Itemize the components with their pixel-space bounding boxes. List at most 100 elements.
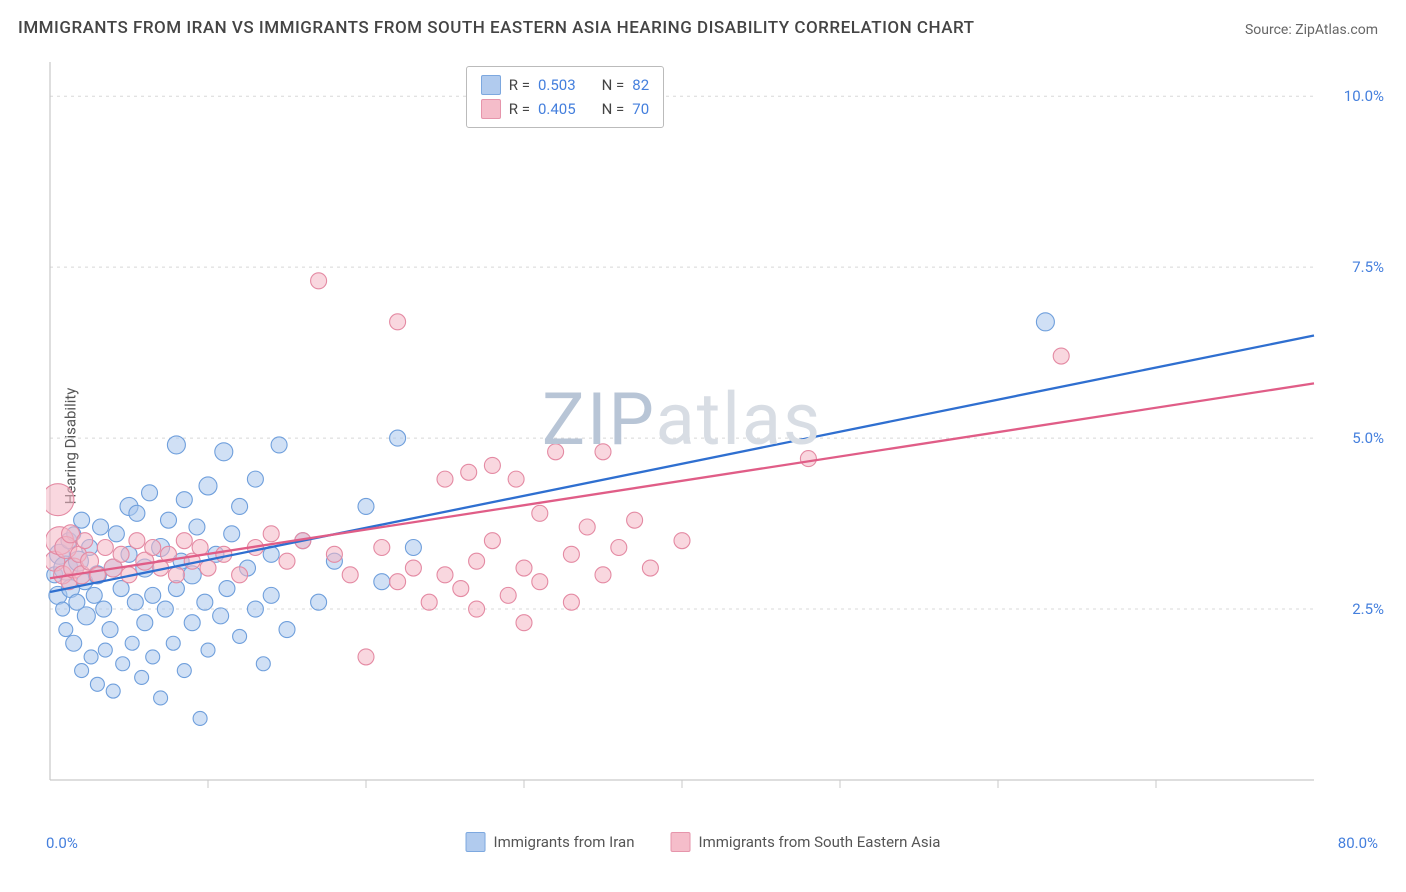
data-point <box>216 546 232 562</box>
data-point <box>168 567 184 583</box>
data-point <box>157 601 173 617</box>
data-point <box>96 601 112 617</box>
data-point <box>311 594 327 610</box>
data-point <box>437 471 453 487</box>
data-point <box>516 615 532 631</box>
stat-R-label: R = <box>509 97 530 121</box>
y-tick-label: 10.0% <box>1344 87 1384 105</box>
data-point <box>75 664 89 678</box>
stat-R-value: 0.405 <box>538 97 576 121</box>
data-point <box>469 553 485 569</box>
data-point <box>46 484 74 516</box>
data-point <box>176 533 192 549</box>
data-point <box>192 540 208 556</box>
data-point <box>102 622 118 638</box>
data-point <box>233 629 247 643</box>
data-point <box>642 560 658 576</box>
data-point <box>193 711 207 725</box>
y-tick-label: 2.5% <box>1352 600 1384 618</box>
data-point <box>516 560 532 576</box>
data-point <box>390 574 406 590</box>
data-point <box>500 587 516 603</box>
data-point <box>484 533 500 549</box>
data-point <box>215 443 233 461</box>
data-point <box>90 677 104 691</box>
data-point <box>77 607 95 625</box>
data-point <box>405 540 421 556</box>
data-point <box>177 664 191 678</box>
data-point <box>232 567 248 583</box>
data-point <box>1036 313 1054 331</box>
data-point <box>197 594 213 610</box>
data-point <box>166 636 180 650</box>
legend-swatch <box>466 832 486 852</box>
data-point <box>311 273 327 289</box>
data-point <box>176 492 192 508</box>
data-point <box>579 519 595 535</box>
data-point <box>199 477 217 495</box>
stat-N-label: N = <box>602 73 625 97</box>
data-point <box>390 430 406 446</box>
data-point <box>129 505 145 521</box>
data-point <box>263 526 279 542</box>
chart-title: IMMIGRANTS FROM IRAN VS IMMIGRANTS FROM … <box>18 18 975 38</box>
data-point <box>213 608 229 624</box>
data-point <box>59 623 73 637</box>
legend-swatch <box>481 75 501 95</box>
data-point <box>279 622 295 638</box>
stats-legend-box: R =0.503N =82R =0.405N =70 <box>466 66 664 128</box>
legend-item: Immigrants from South Eastern Asia <box>670 832 940 852</box>
data-point <box>137 615 153 631</box>
stat-row: R =0.503N =82 <box>481 73 649 97</box>
data-point <box>116 657 130 671</box>
data-point <box>390 314 406 330</box>
data-point <box>127 594 143 610</box>
data-point <box>611 540 627 556</box>
data-point <box>532 574 548 590</box>
source-site: ZipAtlas.com <box>1295 22 1378 38</box>
data-point <box>800 451 816 467</box>
legend-item: Immigrants from Iran <box>466 832 635 852</box>
data-point <box>358 498 374 514</box>
data-point <box>97 540 113 556</box>
source-attribution: Source: ZipAtlas.com <box>1245 22 1378 38</box>
data-point <box>247 601 263 617</box>
data-point <box>108 526 124 542</box>
data-point <box>74 512 90 528</box>
stat-R-label: R = <box>509 73 530 97</box>
data-point <box>201 643 215 657</box>
data-point <box>508 471 524 487</box>
data-point <box>232 498 248 514</box>
data-point <box>595 567 611 583</box>
data-point <box>358 649 374 665</box>
data-point <box>532 505 548 521</box>
data-point <box>84 650 98 664</box>
x-tick-max: 80.0% <box>1338 834 1378 852</box>
trend-line <box>50 336 1314 592</box>
data-point <box>271 437 287 453</box>
scatter-svg <box>46 58 1318 798</box>
stat-N-value: 82 <box>632 73 649 97</box>
x-tick-min: 0.0% <box>46 834 78 852</box>
data-point <box>142 485 158 501</box>
plot-area: ZIPatlas R =0.503N =82R =0.405N =70 2.5%… <box>46 58 1318 798</box>
data-point <box>563 546 579 562</box>
legend-label: Immigrants from South Eastern Asia <box>698 833 940 851</box>
data-point <box>154 691 168 705</box>
stat-N-label: N = <box>602 97 625 121</box>
y-tick-label: 5.0% <box>1352 429 1384 447</box>
data-point <box>548 444 564 460</box>
bottom-legend: Immigrants from Iran Immigrants from Sout… <box>466 832 941 852</box>
data-point <box>135 670 149 684</box>
data-point <box>461 464 477 480</box>
data-point <box>125 636 139 650</box>
data-point <box>129 533 145 549</box>
data-point <box>563 594 579 610</box>
data-point <box>167 436 185 454</box>
data-point <box>219 581 235 597</box>
data-point <box>93 519 109 535</box>
data-point <box>224 526 240 542</box>
data-point <box>326 546 342 562</box>
data-point <box>86 587 102 603</box>
data-point <box>421 594 437 610</box>
